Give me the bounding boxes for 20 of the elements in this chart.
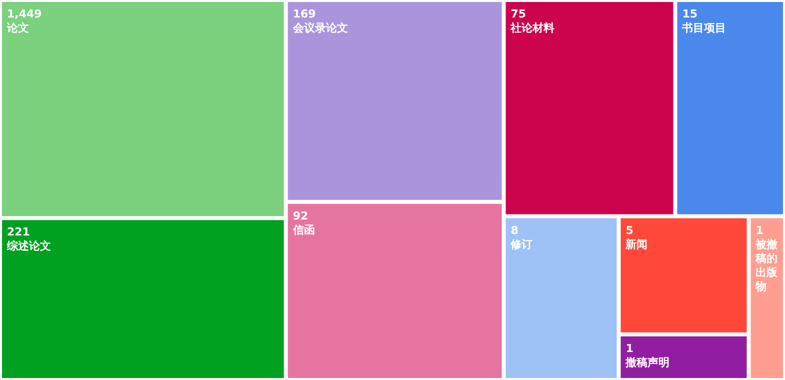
data-label: 92 xyxy=(292,209,308,222)
category-label: 论文 xyxy=(6,22,29,34)
data-label: 15 xyxy=(682,8,698,20)
category-label: 撤稿声明 xyxy=(624,356,670,369)
category-label: 书目项目 xyxy=(681,22,726,34)
category-label: 修订 xyxy=(510,238,533,251)
category-label: 综述论文 xyxy=(6,240,51,253)
category-label: 会议录论文 xyxy=(292,22,348,34)
data-label: 1 xyxy=(626,342,634,355)
data-label: 1,449 xyxy=(7,8,42,20)
data-label: 5 xyxy=(626,224,634,237)
category-label: 被撤稿的出版物 xyxy=(754,238,779,293)
data-label: 221 xyxy=(7,226,30,239)
data-label: 1 xyxy=(756,224,764,237)
data-label: 75 xyxy=(510,8,526,20)
data-label: 8 xyxy=(510,224,518,237)
data-label: 169 xyxy=(292,8,316,20)
category-label: 新闻 xyxy=(624,238,648,251)
category-label: 社论材料 xyxy=(510,22,555,34)
category-label: 信函 xyxy=(292,223,315,236)
